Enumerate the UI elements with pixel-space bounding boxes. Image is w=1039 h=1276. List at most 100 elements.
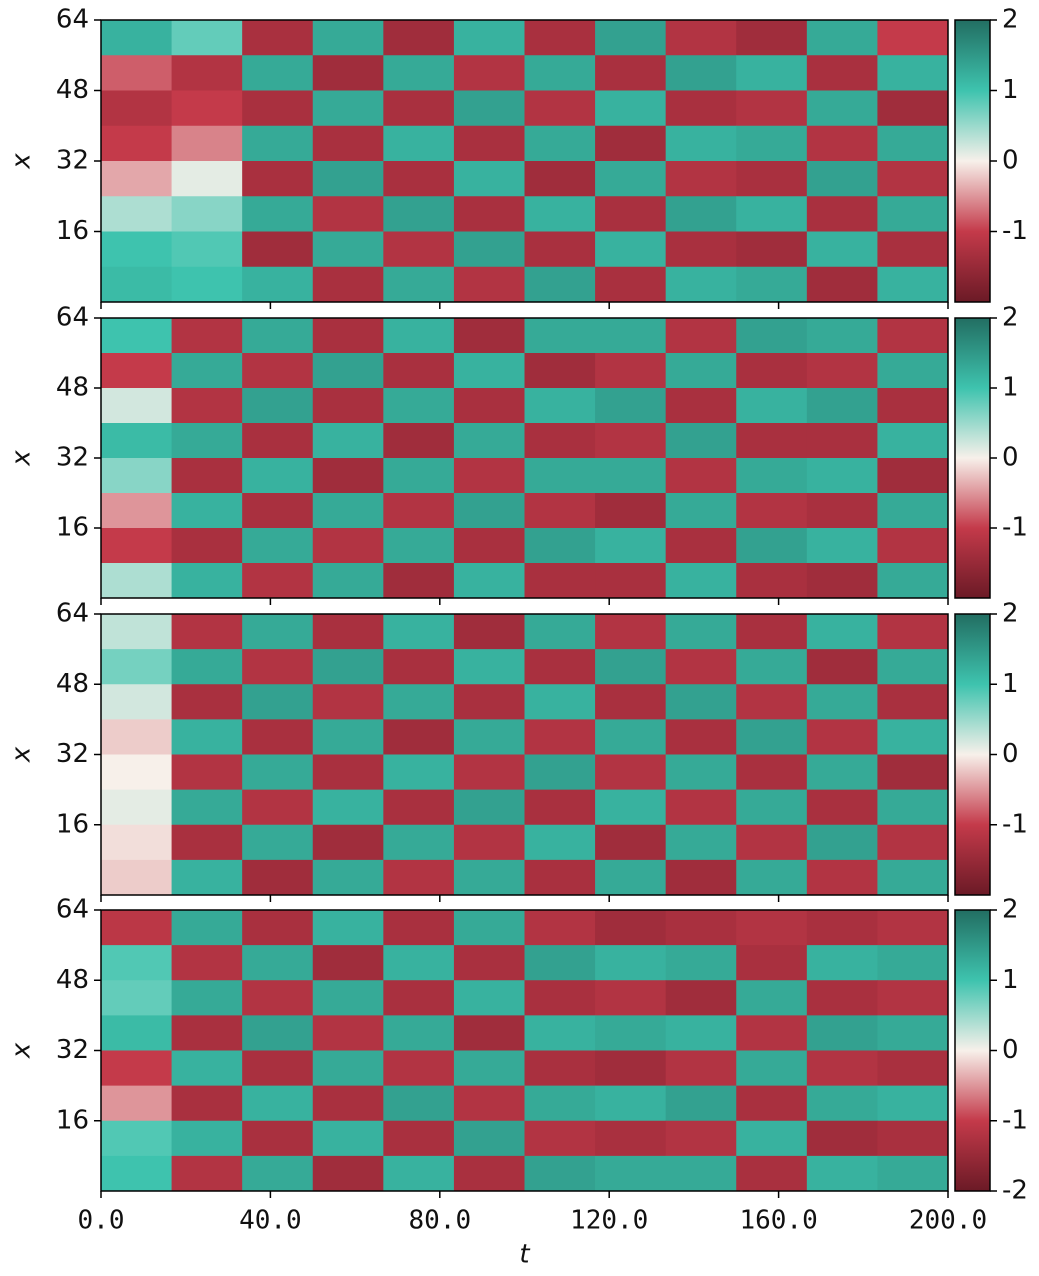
heatmap-cell — [595, 824, 667, 861]
heatmap-cell — [242, 196, 314, 232]
heatmap-cell — [524, 458, 596, 494]
heatmap-cell — [312, 789, 384, 826]
heatmap-cell — [877, 161, 949, 197]
heatmap-cell — [806, 196, 878, 232]
heatmap-cell — [101, 614, 173, 650]
colorbar-tick-label: 1 — [1002, 965, 1019, 995]
heatmap-cell — [383, 353, 455, 389]
heatmap-cell — [171, 980, 243, 1016]
heatmap-cell — [665, 789, 737, 826]
colorbar-tick-label: 2 — [1002, 5, 1019, 35]
heatmap-cell — [877, 754, 949, 791]
heatmap-cell — [665, 55, 737, 91]
heatmap-cell — [524, 196, 596, 232]
heatmap-cell — [312, 754, 384, 791]
heatmap-cell — [806, 563, 878, 599]
heatmap-cell — [242, 649, 314, 685]
heatmap-cell — [453, 353, 525, 389]
heatmap-cell — [453, 563, 525, 599]
heatmap-cell — [524, 161, 596, 197]
heatmap-cell — [383, 945, 455, 981]
heatmap-cell — [242, 528, 314, 564]
heatmap-cell — [383, 859, 455, 896]
heatmap-cell — [242, 161, 314, 197]
heatmap-cell — [665, 614, 737, 650]
heatmap-cell — [453, 789, 525, 826]
heatmap-cell — [736, 1015, 808, 1051]
heatmap-cell — [171, 353, 243, 389]
heatmap-cell — [312, 945, 384, 981]
heatmap-cell — [171, 20, 243, 56]
heatmap-cell — [806, 318, 878, 354]
heatmap-cell — [806, 945, 878, 981]
heatmap-cell — [877, 1050, 949, 1087]
heatmap-cell — [595, 528, 667, 564]
heatmap-cell — [453, 231, 525, 268]
heatmap-cell — [383, 423, 455, 459]
heatmap-cell — [736, 90, 808, 127]
heatmap-cell — [453, 1155, 525, 1192]
heatmap-cell — [595, 789, 667, 826]
heatmap-cell — [453, 388, 525, 424]
heatmap-cell — [595, 1085, 667, 1122]
heatmap-cell — [665, 1120, 737, 1157]
heatmap-cell — [736, 910, 808, 946]
heatmap-cell — [453, 318, 525, 354]
heatmap-cell — [877, 318, 949, 354]
x-tick-label: 0.0 — [78, 1206, 125, 1236]
colorbar — [954, 909, 991, 1192]
heatmap-cell — [312, 1050, 384, 1087]
heatmap-cell — [665, 1015, 737, 1051]
heatmap-cell — [877, 458, 949, 494]
heatmap-cell — [101, 563, 173, 599]
heatmap-cell — [383, 55, 455, 91]
heatmap-cell — [242, 945, 314, 981]
heatmap-cell — [595, 945, 667, 981]
heatmap-cell — [877, 649, 949, 685]
y-tick-label: 32 — [56, 1035, 89, 1065]
heatmap-cell — [806, 1120, 878, 1157]
heatmap-cell — [453, 266, 525, 303]
heatmap-cell — [171, 90, 243, 127]
heatmap-cell — [101, 1050, 173, 1087]
heatmap-cell — [453, 423, 525, 459]
colorbar-tick-label: 1 — [1002, 75, 1019, 105]
heatmap-cell — [736, 388, 808, 424]
heatmap-cell — [806, 614, 878, 650]
heatmap-cell — [312, 423, 384, 459]
heatmap-cell — [453, 719, 525, 755]
heatmap-cell — [877, 859, 949, 896]
heatmap-cell — [524, 125, 596, 162]
heatmap-cell — [242, 980, 314, 1016]
heatmap-cell — [736, 196, 808, 232]
x-tick-label: 40.0 — [239, 1206, 302, 1236]
heatmap-cell — [877, 789, 949, 826]
heatmap-cell — [806, 824, 878, 861]
heatmap-cell — [665, 90, 737, 127]
y-tick-label: 16 — [56, 216, 89, 246]
heatmap-cell — [242, 231, 314, 268]
heatmap-cell — [877, 20, 949, 56]
heatmap-cell — [665, 353, 737, 389]
heatmap-cell — [806, 1085, 878, 1122]
heatmap-cell — [101, 125, 173, 162]
heatmap-cell — [171, 563, 243, 599]
y-tick-label: 64 — [56, 5, 89, 35]
heatmap-cell — [171, 1015, 243, 1051]
colorbar-tick-label: -1 — [1002, 809, 1028, 839]
heatmap-cell — [171, 125, 243, 162]
heatmap-cell — [595, 754, 667, 791]
heatmap-cell — [524, 318, 596, 354]
heatmap-cell — [806, 528, 878, 564]
heatmap-cell — [595, 859, 667, 896]
heatmap-cell — [806, 388, 878, 424]
heatmap-cell — [171, 910, 243, 946]
heatmap-cell — [736, 125, 808, 162]
heatmap-cell — [453, 649, 525, 685]
heatmap-cell — [524, 266, 596, 303]
x-tick-label: 80.0 — [408, 1206, 471, 1236]
heatmap-cell — [171, 684, 243, 720]
heatmap-cell — [171, 318, 243, 354]
colorbar — [954, 19, 991, 303]
